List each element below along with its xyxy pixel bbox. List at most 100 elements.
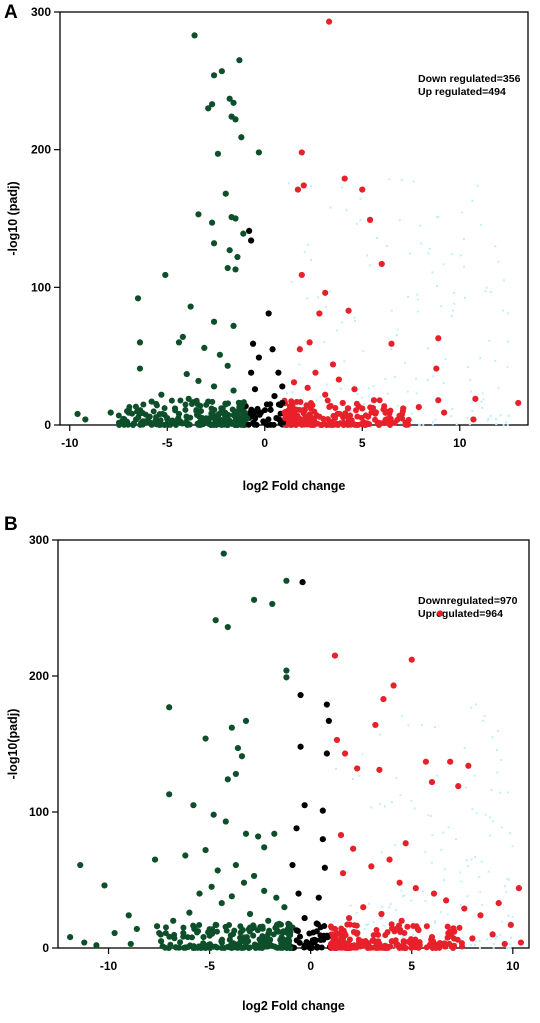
cloud-point (370, 806, 373, 809)
data-point-down (218, 68, 225, 75)
cloud-point (416, 310, 419, 313)
cloud-point (372, 921, 375, 924)
data-point-down (127, 940, 134, 948)
cloud-point (505, 946, 508, 949)
data-point-down (205, 105, 212, 112)
data-point-up (304, 384, 311, 391)
cloud-point (310, 185, 313, 188)
data-point-up (354, 765, 361, 772)
cloud-point (412, 933, 415, 936)
cloud-point (406, 390, 409, 393)
cloud-point (439, 911, 442, 914)
data-point-down (158, 391, 165, 398)
dense-band-point (353, 400, 360, 407)
data-point-up (398, 917, 405, 924)
data-point-up (331, 925, 339, 933)
cloud-point (407, 724, 410, 727)
cloud-point (309, 259, 312, 262)
cloud-point (500, 920, 503, 923)
data-point-up (376, 940, 383, 948)
data-point-up (455, 783, 462, 790)
cloud-point (345, 209, 348, 212)
data-point-ns (279, 383, 286, 390)
data-point-down (133, 925, 140, 933)
data-point-down (205, 398, 212, 405)
cloud-point (443, 868, 446, 871)
cloud-point (317, 296, 320, 299)
dense-band-point (186, 421, 193, 428)
cloud-point (440, 849, 443, 852)
cloud-point (509, 832, 512, 835)
cloud-point (424, 900, 427, 903)
data-point-up (308, 419, 315, 426)
cloud-point (362, 350, 365, 353)
cloud-point (494, 934, 497, 937)
data-point-down (182, 852, 189, 859)
data-point-up (414, 925, 421, 933)
y-tick-label: 200 (29, 669, 49, 683)
cloud-point (303, 250, 306, 253)
dense-band-point (314, 943, 321, 950)
data-point-down (153, 923, 161, 930)
dense-band-point (345, 405, 352, 412)
cloud-point (379, 733, 382, 736)
cloud-point (355, 912, 358, 915)
cloud-point (366, 254, 369, 257)
cloud-point (481, 392, 484, 395)
cloud-point (503, 279, 506, 282)
cloud-point (506, 340, 509, 343)
dense-band-point (332, 405, 339, 412)
data-point-up (290, 379, 298, 386)
cloud-point (390, 347, 393, 350)
data-point-up (400, 938, 407, 945)
dense-band-point (303, 402, 310, 409)
dense-band-point (157, 931, 164, 938)
dense-band-point (259, 925, 266, 932)
cloud-point (298, 345, 301, 348)
cloud-point (483, 715, 486, 718)
data-point-up (341, 750, 349, 757)
cloud-point (426, 379, 429, 382)
dense-band-point (183, 413, 190, 420)
cloud-point (325, 383, 328, 386)
data-point-down (101, 882, 108, 889)
data-point-up (428, 778, 436, 786)
dense-band-point (223, 927, 230, 934)
cloud-point (484, 813, 487, 816)
cloud-point (432, 375, 435, 378)
cloud-point (505, 421, 508, 424)
data-point-up (316, 413, 323, 420)
cloud-point (505, 891, 508, 894)
dense-band-point (375, 931, 382, 938)
dense-band-point (278, 921, 285, 928)
data-point-up (408, 656, 415, 663)
data-point-up (501, 940, 508, 948)
dense-band-point (412, 936, 419, 943)
cloud-point (507, 914, 510, 917)
dense-band-point (132, 403, 139, 410)
x-tick-label: 10 (453, 436, 467, 450)
cloud-point (478, 875, 481, 878)
data-point-up (345, 307, 352, 314)
dense-band-point (327, 421, 334, 428)
data-point-ns (251, 386, 259, 393)
dense-band-point (188, 934, 195, 941)
cloud-point (487, 417, 490, 420)
series-down (67, 550, 296, 949)
data-point-up (339, 935, 347, 942)
dense-band-point (372, 409, 379, 416)
data-point-down (175, 339, 183, 346)
dense-band-point (115, 412, 122, 419)
dense-band-point (351, 922, 358, 929)
cloud-point (315, 399, 318, 402)
data-point-ns (323, 932, 330, 939)
data-point-down (271, 830, 278, 837)
dense-band-point (376, 397, 383, 404)
data-point-ns (257, 409, 264, 416)
cloud-point (298, 363, 301, 366)
data-point-down (210, 240, 218, 247)
dense-band-point (190, 922, 197, 929)
data-point-down (111, 929, 118, 937)
cloud-point (379, 917, 382, 920)
cloud-point (464, 944, 467, 947)
